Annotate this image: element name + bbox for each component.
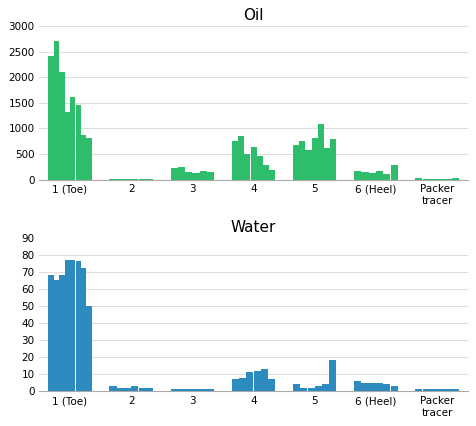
Bar bbox=[109, 386, 117, 391]
Bar bbox=[437, 389, 444, 391]
Bar bbox=[254, 371, 261, 391]
Bar bbox=[293, 384, 300, 391]
Bar bbox=[250, 147, 257, 180]
Bar bbox=[232, 379, 239, 391]
Bar bbox=[376, 171, 383, 180]
Bar bbox=[312, 138, 318, 180]
Bar bbox=[445, 389, 452, 391]
Bar bbox=[430, 389, 437, 391]
Bar bbox=[178, 167, 185, 180]
Bar bbox=[437, 178, 444, 180]
Bar bbox=[185, 389, 192, 391]
Bar bbox=[354, 381, 361, 391]
Bar bbox=[48, 56, 54, 180]
Bar bbox=[452, 389, 459, 391]
Bar bbox=[207, 389, 214, 391]
Bar bbox=[109, 179, 117, 180]
Bar bbox=[232, 141, 238, 180]
Bar bbox=[416, 178, 423, 180]
Bar bbox=[390, 165, 397, 180]
Bar bbox=[65, 260, 70, 391]
Bar bbox=[54, 41, 59, 180]
Bar bbox=[178, 389, 185, 391]
Bar bbox=[76, 105, 81, 180]
Bar bbox=[423, 389, 430, 391]
Bar bbox=[361, 383, 368, 391]
Bar bbox=[131, 386, 139, 391]
Bar bbox=[383, 384, 390, 391]
Title: Oil: Oil bbox=[243, 9, 264, 23]
Bar bbox=[452, 178, 459, 180]
Bar bbox=[306, 150, 312, 180]
Bar bbox=[268, 379, 275, 391]
Bar bbox=[238, 135, 244, 180]
Bar bbox=[244, 155, 250, 180]
Bar bbox=[200, 389, 207, 391]
Bar bbox=[54, 280, 59, 391]
Bar bbox=[330, 138, 337, 180]
Bar bbox=[383, 175, 390, 180]
Bar bbox=[124, 388, 131, 391]
Bar bbox=[87, 138, 92, 180]
Bar bbox=[390, 386, 397, 391]
Bar bbox=[185, 172, 192, 180]
Bar bbox=[70, 260, 75, 391]
Bar bbox=[76, 262, 81, 391]
Bar bbox=[59, 275, 65, 391]
Bar bbox=[171, 389, 178, 391]
Bar bbox=[146, 388, 153, 391]
Bar bbox=[139, 388, 146, 391]
Bar bbox=[192, 173, 199, 180]
Bar bbox=[87, 306, 92, 391]
Bar bbox=[354, 171, 361, 180]
Bar bbox=[293, 145, 299, 180]
Bar bbox=[423, 178, 430, 180]
Bar bbox=[65, 112, 70, 180]
Bar bbox=[300, 388, 307, 391]
Bar bbox=[430, 178, 437, 180]
Bar bbox=[171, 168, 178, 180]
Bar bbox=[117, 388, 124, 391]
Bar bbox=[445, 178, 452, 180]
Bar bbox=[70, 97, 75, 180]
Bar bbox=[207, 172, 214, 180]
Bar bbox=[257, 156, 263, 180]
Bar bbox=[307, 388, 315, 391]
Bar bbox=[299, 141, 305, 180]
Title: Water: Water bbox=[231, 220, 276, 235]
Bar bbox=[324, 148, 330, 180]
Bar bbox=[315, 386, 322, 391]
Bar bbox=[322, 384, 329, 391]
Bar bbox=[369, 383, 376, 391]
Bar bbox=[200, 171, 207, 180]
Bar bbox=[192, 389, 199, 391]
Bar bbox=[376, 383, 383, 391]
Bar bbox=[48, 275, 54, 391]
Bar bbox=[59, 72, 65, 180]
Bar bbox=[239, 377, 246, 391]
Bar bbox=[261, 369, 268, 391]
Bar bbox=[269, 170, 275, 180]
Bar bbox=[81, 268, 86, 391]
Bar bbox=[369, 173, 376, 180]
Bar bbox=[416, 389, 423, 391]
Bar bbox=[263, 165, 269, 180]
Bar bbox=[329, 360, 337, 391]
Bar bbox=[81, 135, 86, 180]
Bar bbox=[361, 172, 368, 180]
Bar bbox=[247, 372, 254, 391]
Bar bbox=[318, 124, 324, 180]
